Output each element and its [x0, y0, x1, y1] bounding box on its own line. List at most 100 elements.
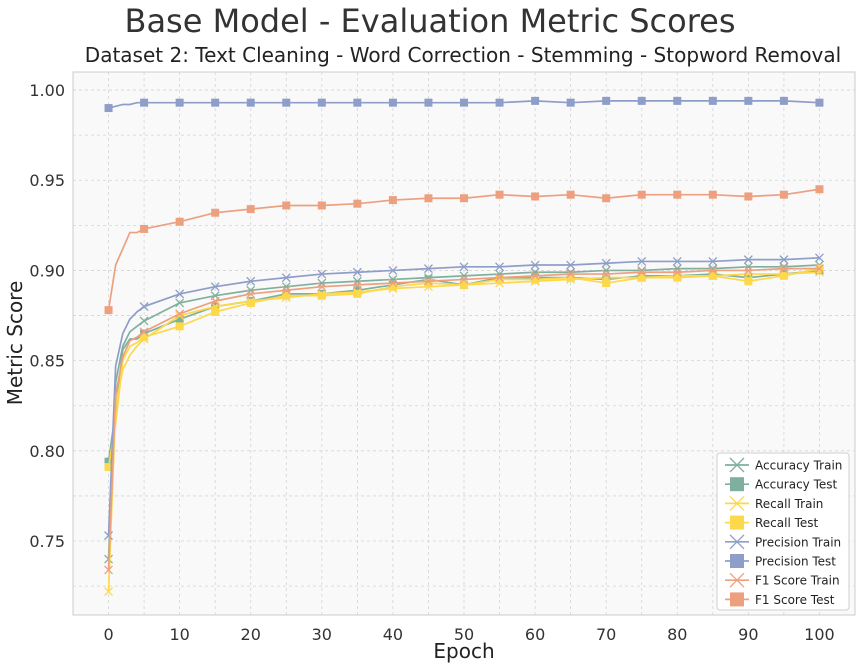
data-point: [139, 316, 149, 326]
marker-stroke: [637, 267, 647, 277]
data-point: [211, 98, 220, 107]
data-point: [566, 190, 575, 199]
data-point: [424, 98, 433, 107]
legend-box: [716, 452, 850, 611]
marker-stroke: [104, 587, 114, 597]
series-precision-train: [104, 253, 824, 541]
legend: Accuracy Train Accuracy Test Recall Train R…: [716, 452, 850, 611]
marker-stroke: [104, 565, 114, 575]
data-point: [246, 298, 255, 307]
data-point: [140, 224, 149, 233]
marker-stroke: [743, 255, 753, 265]
x-tick-label: 50: [454, 625, 474, 644]
y-tick-label: 0.95: [29, 171, 65, 190]
data-point: [139, 302, 149, 311]
data-point: [104, 463, 113, 472]
data-point: [353, 199, 362, 208]
marker-stroke: [743, 262, 753, 272]
marker-stroke: [459, 262, 469, 272]
data-point: [531, 96, 540, 105]
data-point: [210, 296, 220, 306]
marker-stroke: [566, 260, 576, 270]
data-point: [281, 273, 291, 283]
data-point: [530, 260, 540, 270]
legend-label: Accuracy Train: [755, 459, 842, 473]
x-tick-label: 60: [525, 625, 545, 644]
marker-stroke: [814, 264, 824, 274]
marker-stroke: [637, 256, 647, 266]
data-point: [317, 98, 326, 107]
marker-stroke: [601, 258, 611, 268]
data-point: [637, 256, 647, 266]
marker-stroke: [495, 262, 505, 272]
data-point: [566, 98, 575, 107]
marker-stroke: [459, 271, 469, 281]
data-point: [673, 190, 682, 199]
legend-marker: [730, 515, 744, 530]
data-point: [530, 271, 540, 281]
data-point: [211, 208, 220, 217]
y-tick-label: 0.90: [29, 261, 65, 280]
legend-label: F1 Score Test: [755, 593, 835, 607]
x-tick-label: 40: [383, 625, 403, 644]
legend-item: Recall Test: [725, 515, 819, 530]
marker-stroke: [210, 296, 220, 306]
data-point: [139, 327, 149, 337]
marker-stroke: [601, 265, 611, 275]
chart-title: Base Model - Evaluation Metric Scores: [124, 2, 735, 40]
data-point: [779, 255, 789, 265]
series-lines: [104, 96, 824, 597]
data-point: [282, 291, 291, 300]
data-point: [423, 264, 433, 274]
data-point: [246, 98, 255, 107]
data-point: [175, 98, 184, 107]
marker-stroke: [729, 457, 745, 473]
data-point: [673, 273, 682, 282]
data-point: [388, 265, 398, 275]
marker-stroke: [175, 289, 185, 299]
data-point: [175, 322, 184, 331]
data-point: [104, 531, 114, 541]
data-point: [637, 96, 646, 105]
data-point: [388, 98, 397, 107]
marker-stroke: [388, 265, 398, 275]
marker-stroke: [743, 265, 753, 275]
x-tick-label: 90: [738, 625, 758, 644]
legend-label: Accuracy Test: [755, 478, 838, 492]
marker-stroke: [459, 274, 469, 284]
x-tick-label: 30: [312, 625, 332, 644]
data-point: [779, 264, 789, 274]
data-point: [743, 255, 753, 265]
marker-stroke: [139, 302, 149, 311]
marker-stroke: [530, 271, 540, 281]
data-point: [460, 280, 468, 289]
legend-item: Accuracy Train: [725, 457, 842, 473]
data-point: [637, 190, 646, 199]
legend-item: Accuracy Test: [725, 477, 838, 492]
x-tick-label: 80: [667, 625, 687, 644]
data-point: [495, 262, 505, 272]
data-point: [281, 285, 291, 295]
data-point: [708, 96, 717, 105]
marker-stroke: [352, 267, 362, 277]
data-point: [673, 96, 682, 105]
marker-stroke: [672, 267, 682, 277]
marker-stroke: [104, 531, 114, 541]
data-point: [352, 280, 362, 290]
data-point: [566, 269, 576, 279]
data-point: [531, 275, 540, 284]
data-point: [104, 565, 114, 575]
series-f1-score-train: [104, 264, 824, 575]
data-point: [211, 307, 220, 316]
data-point: [175, 289, 185, 299]
data-point: [317, 201, 326, 210]
marker-stroke: [281, 285, 291, 295]
series-f1-score-test: [104, 185, 824, 315]
marker-stroke: [601, 269, 611, 279]
data-point: [779, 190, 788, 199]
data-point: [637, 267, 647, 277]
marker-stroke: [246, 276, 256, 286]
marker-stroke: [210, 282, 220, 292]
data-point: [708, 265, 718, 275]
